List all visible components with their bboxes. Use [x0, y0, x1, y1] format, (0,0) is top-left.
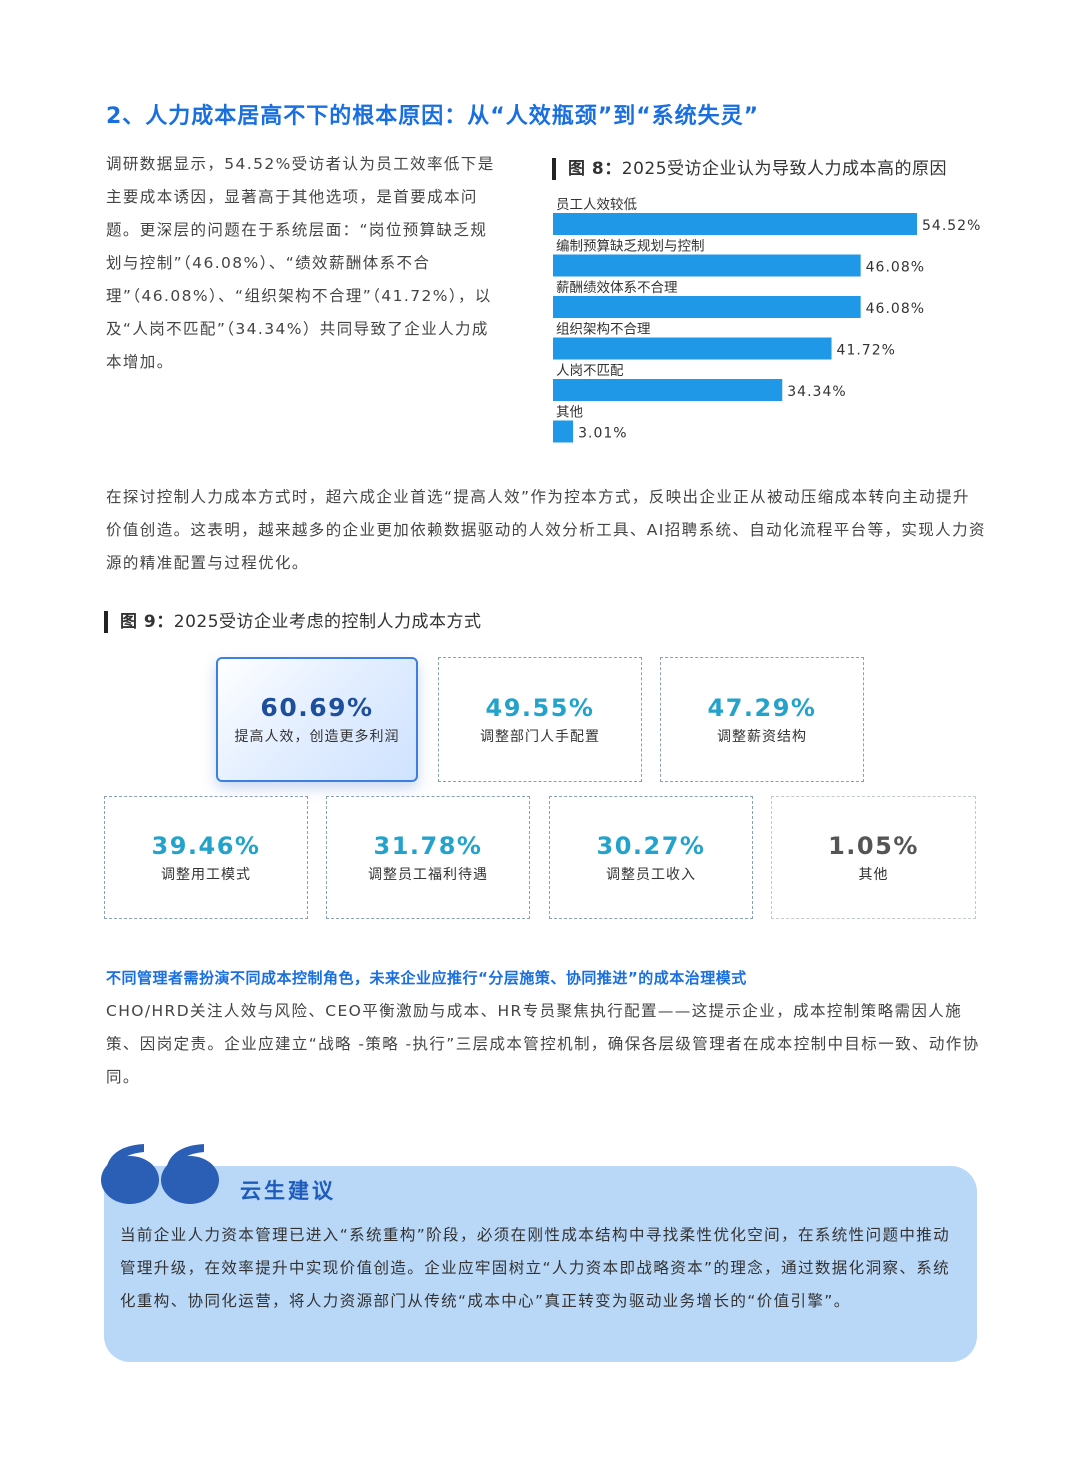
- intro-paragraph: 调研数据显示，54.52%受访者认为员工效率低下是主要成本诱因，显著高于其他选项…: [106, 155, 495, 371]
- bar: [553, 213, 917, 235]
- method-card-department-staffing: 49.55% 调整部门人手配置: [438, 657, 642, 782]
- card-label: 调整员工收入: [606, 866, 696, 883]
- figure-9-label: 图 9：: [120, 612, 174, 632]
- management-subheading: 不同管理者需扮演不同成本控制角色，未来企业应推行“分层施策、协同推进”的成本治理…: [106, 969, 747, 987]
- bar-value-label: 34.34%: [787, 384, 846, 400]
- bar-value-label: 46.08%: [866, 301, 925, 317]
- bar-value-label: 54.52%: [922, 218, 981, 234]
- bar-value-label: 46.08%: [866, 260, 925, 276]
- card-label: 调整用工模式: [161, 866, 251, 883]
- bar: [553, 254, 861, 277]
- figure-8-title: 图 8：2025受访企业认为导致人力成本高的原因: [552, 158, 947, 180]
- control-method-paragraph: 在探讨控制人力成本方式时，超六成企业首选“提高人效”作为控本方式，反映出企业正从…: [106, 488, 986, 572]
- method-card-improve-efficiency: 60.69% 提高人效，创造更多利润: [216, 657, 418, 782]
- bar-value-label: 41.72%: [837, 343, 896, 359]
- card-label: 其他: [858, 866, 889, 883]
- bar: [553, 420, 574, 443]
- bar-category-label: 其他: [556, 405, 583, 421]
- card-label: 调整薪资结构: [717, 728, 807, 745]
- figure-9-title: 图 9：2025受访企业考虑的控制人力成本方式: [104, 611, 482, 633]
- recommendation-box: [104, 1166, 977, 1362]
- card-label: 调整员工福利待遇: [368, 866, 488, 883]
- bar-category-label: 员工人效较低: [556, 197, 637, 213]
- management-paragraph: CHO/HRD关注人效与风险、CEO平衡激励与成本、HR专员聚焦执行配置——这提…: [106, 1002, 980, 1086]
- card-percent: 1.05%: [828, 831, 919, 860]
- bar: [553, 337, 832, 360]
- card-percent: 31.78%: [373, 831, 483, 860]
- card-percent: 60.69%: [260, 693, 374, 722]
- bar-category-label: 编制预算缺乏规划与控制: [556, 239, 705, 255]
- card-percent: 47.29%: [707, 693, 817, 722]
- method-card-income: 30.27% 调整员工收入: [549, 796, 753, 919]
- card-percent: 30.27%: [596, 831, 706, 860]
- bar: [553, 296, 861, 318]
- recommendation-title: 云生建议: [240, 1179, 336, 1203]
- cause-bar-chart: 员工人效较低 54.52% 编制预算缺乏规划与控制 46.08% 薪酬绩效体系不合理 46…: [553, 197, 981, 443]
- method-card-employment-model: 39.46% 调整用工模式: [104, 796, 308, 919]
- figure-8-label: 图 8：: [568, 159, 622, 179]
- card-label: 提高人效，创造更多利润: [234, 729, 400, 745]
- quote-mark-icon: [101, 1144, 219, 1204]
- card-label: 调整部门人手配置: [480, 728, 600, 745]
- card-percent: 49.55%: [485, 693, 595, 722]
- bar-value-label: 3.01%: [578, 426, 627, 442]
- card-percent: 39.46%: [151, 831, 261, 860]
- figure-8-caption: 2025受访企业认为导致人力成本高的原因: [621, 159, 948, 179]
- bar-category-label: 薪酬绩效体系不合理: [556, 280, 678, 296]
- section-heading: 2、人力成本居高不下的根本原因：从“人效瓶颈”到“系统失灵”: [106, 104, 760, 129]
- method-card-other: 1.05% 其他: [771, 796, 976, 919]
- recommendation-text: 当前企业人力资本管理已进入“系统重构”阶段，必须在刚性成本结构中寻找柔性优化空间…: [120, 1226, 951, 1310]
- bar-category-label: 组织架构不合理: [556, 322, 651, 338]
- figure-9-caption: 2025受访企业考虑的控制人力成本方式: [173, 612, 482, 632]
- bar-category-label: 人岗不匹配: [556, 363, 624, 379]
- method-card-welfare: 31.78% 调整员工福利待遇: [326, 796, 530, 919]
- method-card-salary-structure: 47.29% 调整薪资结构: [660, 657, 864, 782]
- bar: [553, 379, 783, 401]
